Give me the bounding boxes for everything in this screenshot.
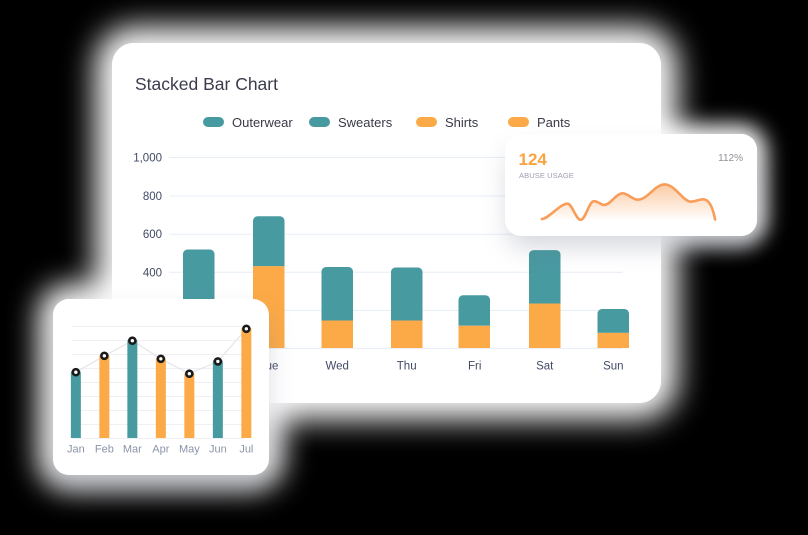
svg-text:May: May [179,444,200,456]
svg-text:Fri: Fri [468,361,481,373]
svg-text:Sat: Sat [536,361,554,373]
svg-text:Jul: Jul [239,444,253,456]
svg-text:Jun: Jun [209,444,227,456]
svg-text:Jan: Jan [67,444,85,456]
svg-text:800: 800 [143,191,162,203]
svg-text:Sun: Sun [603,361,623,373]
svg-text:Thu: Thu [397,361,417,373]
svg-text:600: 600 [143,229,162,241]
svg-text:Apr: Apr [152,444,169,456]
svg-text:Feb: Feb [95,444,114,456]
svg-text:400: 400 [143,267,162,279]
svg-text:Mar: Mar [123,444,142,456]
svg-text:Wed: Wed [325,361,348,373]
svg-text:1,000: 1,000 [133,153,162,165]
